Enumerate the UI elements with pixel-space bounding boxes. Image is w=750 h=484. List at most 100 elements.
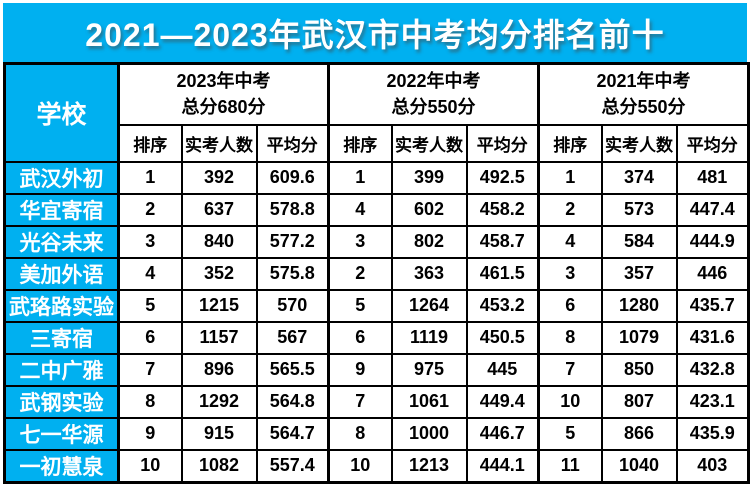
year-label: 2021年中考 [596, 71, 691, 92]
data-cell: 807 [600, 384, 678, 419]
data-cell: 446 [675, 256, 750, 291]
data-cell: 7 [327, 384, 393, 419]
data-cell: 450.5 [465, 320, 540, 355]
data-cell: 10 [537, 384, 603, 419]
table-row: 华宜寄宿 2 637 578.8 4 602 458.2 2 573 447.4 [3, 192, 750, 227]
year-label: 2022年中考 [386, 71, 481, 92]
data-cell: 10 [327, 448, 393, 483]
data-cell: 492.5 [465, 160, 540, 195]
data-cell: 584 [600, 224, 678, 259]
data-cell: 5 [327, 288, 393, 323]
page: 2021—2023年武汉市中考均分排名前十 学校 2023年中考 总分680分 … [3, 3, 750, 484]
subheader-rank-2021: 排序 [537, 123, 603, 163]
data-cell: 6 [117, 320, 183, 355]
year-label: 2023年中考 [176, 71, 271, 92]
data-cell: 403 [675, 448, 750, 483]
data-cell: 7 [537, 352, 603, 387]
subheader-avg-2022: 平均分 [465, 123, 540, 163]
data-cell: 1264 [390, 288, 468, 323]
data-cell: 8 [117, 384, 183, 419]
data-cell: 352 [180, 256, 258, 291]
school-name-cell: 美加外语 [3, 256, 120, 291]
year-group-header-2023: 2023年中考 总分680分 [116, 62, 330, 126]
data-cell: 481 [675, 160, 750, 195]
total-score-label: 总分680分 [181, 97, 266, 118]
data-cell: 6 [327, 320, 393, 355]
data-cell: 2 [117, 192, 183, 227]
data-cell: 10 [117, 448, 183, 483]
data-cell: 444.1 [465, 448, 540, 483]
data-cell: 802 [390, 224, 468, 259]
data-cell: 565.5 [255, 352, 330, 387]
data-cell: 1292 [180, 384, 258, 419]
school-name-cell: 三寄宿 [3, 320, 120, 355]
data-cell: 915 [180, 416, 258, 451]
data-cell: 570 [255, 288, 330, 323]
data-cell: 9 [117, 416, 183, 451]
table-row: 武汉外初 1 392 609.6 1 399 492.5 1 374 481 [3, 160, 750, 195]
data-cell: 461.5 [465, 256, 540, 291]
data-cell: 4 [117, 256, 183, 291]
data-cell: 840 [180, 224, 258, 259]
data-cell: 445 [465, 352, 540, 387]
data-cell: 564.8 [255, 384, 330, 419]
year-header-row: 学校 2023年中考 总分680分 2022年中考 总分550分 2021年中考… [3, 62, 750, 163]
data-cell: 435.9 [675, 416, 750, 451]
data-cell: 5 [537, 416, 603, 451]
data-cell: 432.8 [675, 352, 750, 387]
data-cell: 1082 [180, 448, 258, 483]
data-cell: 1061 [390, 384, 468, 419]
data-cell: 5 [117, 288, 183, 323]
subheader-count-2021: 实考人数 [600, 123, 678, 163]
page-title: 2021—2023年武汉市中考均分排名前十 [85, 16, 665, 53]
data-cell: 2 [327, 256, 393, 291]
data-cell: 1 [327, 160, 393, 195]
data-cell: 573 [600, 192, 678, 227]
data-cell: 431.6 [675, 320, 750, 355]
data-cell: 1079 [600, 320, 678, 355]
data-cell: 557.4 [255, 448, 330, 483]
data-cell: 602 [390, 192, 468, 227]
data-cell: 447.4 [675, 192, 750, 227]
subheader-avg-2021: 平均分 [675, 123, 750, 163]
table-row: 光谷未来 3 840 577.2 3 802 458.7 4 584 444.9 [3, 224, 750, 259]
data-cell: 564.7 [255, 416, 330, 451]
data-cell: 392 [180, 160, 258, 195]
school-name-cell: 武珞路实验 [3, 288, 120, 323]
data-cell: 896 [180, 352, 258, 387]
table-row: 武珞路实验 5 1215 570 5 1264 453.2 6 1280 435… [3, 288, 750, 323]
data-cell: 399 [390, 160, 468, 195]
ranking-table: 学校 2023年中考 总分680分 2022年中考 总分550分 2021年中考… [3, 62, 750, 484]
table-row: 美加外语 4 352 575.8 2 363 461.5 3 357 446 [3, 256, 750, 291]
data-cell: 8 [327, 416, 393, 451]
subheader-count-2023: 实考人数 [180, 123, 258, 163]
data-cell: 446.7 [465, 416, 540, 451]
school-name-cell: 武钢实验 [3, 384, 120, 419]
data-cell: 1215 [180, 288, 258, 323]
data-cell: 2 [537, 192, 603, 227]
data-cell: 637 [180, 192, 258, 227]
data-cell: 357 [600, 256, 678, 291]
data-cell: 1 [537, 160, 603, 195]
data-cell: 11 [537, 448, 603, 483]
title-bar: 2021—2023年武汉市中考均分排名前十 [3, 3, 747, 62]
data-cell: 1213 [390, 448, 468, 483]
data-cell: 975 [390, 352, 468, 387]
total-score-label: 总分550分 [391, 97, 476, 118]
table-row: 七一华源 9 915 564.7 8 1000 446.7 5 866 435.… [3, 416, 750, 451]
data-cell: 444.9 [675, 224, 750, 259]
data-cell: 4 [537, 224, 603, 259]
subheader-rank-2023: 排序 [117, 123, 183, 163]
school-name-cell: 华宜寄宿 [3, 192, 120, 227]
school-name-cell: 一初慧泉 [3, 448, 120, 483]
table-row: 三寄宿 6 1157 567 6 1119 450.5 8 1079 431.6 [3, 320, 750, 355]
school-column-header: 学校 [3, 62, 120, 163]
data-cell: 609.6 [255, 160, 330, 195]
data-cell: 866 [600, 416, 678, 451]
data-cell: 458.2 [465, 192, 540, 227]
data-cell: 435.7 [675, 288, 750, 323]
subheader-rank-2022: 排序 [327, 123, 393, 163]
data-cell: 6 [537, 288, 603, 323]
data-cell: 453.2 [465, 288, 540, 323]
data-cell: 1280 [600, 288, 678, 323]
